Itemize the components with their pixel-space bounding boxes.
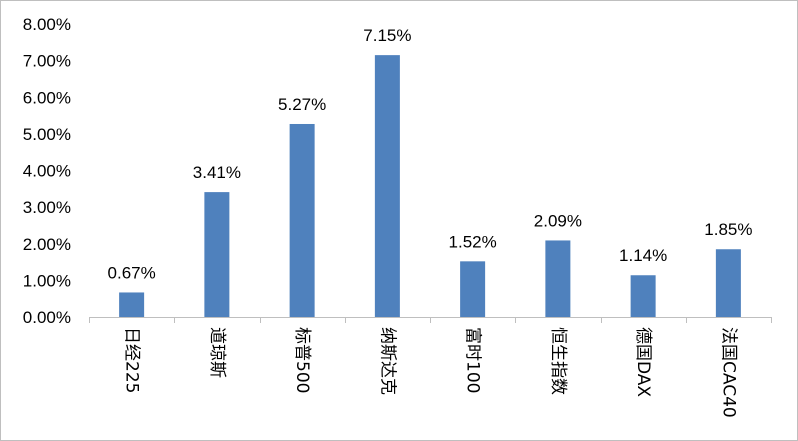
category-label: 法国CAC40 — [718, 327, 738, 418]
bar — [374, 55, 400, 317]
bar — [715, 249, 741, 317]
y-tick-label: 8.00% — [23, 15, 71, 34]
category-label: 纳斯达克 — [377, 327, 397, 395]
y-tick-label: 1.00% — [23, 271, 71, 290]
bar — [204, 192, 230, 317]
category-label: 富时100 — [463, 327, 483, 393]
y-tick-label: 7.00% — [23, 52, 71, 71]
y-tick-label: 5.00% — [23, 125, 71, 144]
data-label: 1.85% — [704, 220, 752, 239]
data-label: 1.52% — [449, 232, 497, 251]
data-label: 2.09% — [534, 211, 582, 230]
y-tick-label: 2.00% — [23, 235, 71, 254]
category-label: 标普500 — [292, 327, 312, 393]
y-tick-label: 4.00% — [23, 162, 71, 181]
bar — [289, 123, 315, 317]
data-labels: 0.67% 3.41% 5.27% 7.15% 1.52% 2.09% 1.14% 1.85% — [108, 26, 753, 282]
category-label: 德国DAX — [633, 327, 653, 397]
y-axis-ticks: 0.00% 1.00% 2.00% 3.00% 4.00% 5.00% 6.00% 7.00%… — [23, 15, 71, 327]
category-labels: 日经225 道琼斯 标普500 纳斯达克 富时100 恒生指数 德国DAX 法国CAC40 — [122, 327, 739, 418]
bar — [119, 292, 145, 317]
x-axis-tick-marks — [89, 317, 772, 323]
data-label: 1.14% — [619, 246, 667, 265]
bar — [545, 240, 571, 317]
y-tick-label: 3.00% — [23, 198, 71, 217]
bars — [119, 55, 741, 317]
category-label: 日经225 — [122, 327, 142, 393]
data-label: 7.15% — [363, 26, 411, 45]
y-tick-label: 6.00% — [23, 88, 71, 107]
category-label: 道琼斯 — [207, 327, 227, 378]
data-label: 3.41% — [193, 163, 241, 182]
data-label: 0.67% — [108, 263, 156, 282]
bar — [630, 275, 656, 317]
data-label: 5.27% — [278, 95, 326, 114]
category-label: 恒生指数 — [548, 327, 568, 395]
bar — [460, 261, 486, 317]
y-tick-label: 0.00% — [23, 308, 71, 327]
